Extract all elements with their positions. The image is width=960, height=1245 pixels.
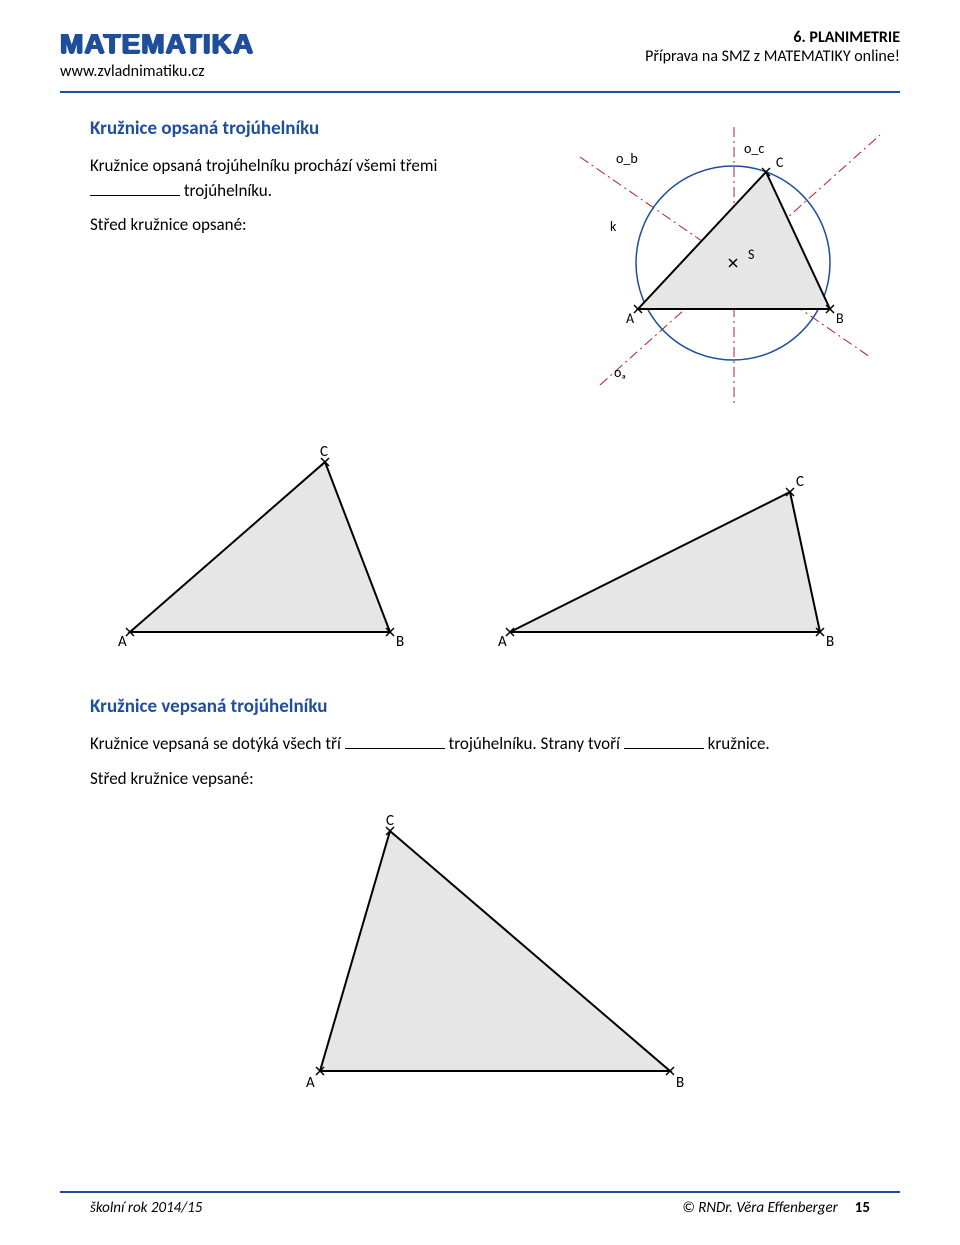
svg-text:C: C (796, 473, 804, 491)
svg-text:oₐ: oₐ (614, 364, 626, 381)
section1-line1a: Kružnice opsaná trojúhelníku prochází vš… (90, 155, 437, 176)
bottom-triangle-svg: A B C (250, 801, 710, 1101)
section2-text: Kružnice vepsaná trojúhelníku Kružnice v… (90, 695, 870, 791)
chapter-label: 6. PLANIMETRIE (645, 28, 900, 47)
section2-line1b: trojúhelníku. Strany tvoří (449, 733, 624, 754)
section2-line1c: kružnice. (708, 733, 770, 754)
svg-text:C: C (386, 812, 394, 830)
svg-text:k: k (610, 218, 617, 235)
page-header: MATEMATIKA www.zvladnimatiku.cz 6. PLANI… (60, 28, 900, 81)
footer-page: 15 (855, 1199, 870, 1217)
page: MATEMATIKA www.zvladnimatiku.cz 6. PLANI… (0, 0, 960, 1245)
two-triangles-svg: A B C A B C (90, 432, 870, 662)
svg-text:A: A (118, 633, 127, 651)
subtitle-label: Příprava na SMZ z MATEMATIKY online! (645, 47, 900, 66)
svg-text:B: B (826, 633, 834, 651)
section2-line1a: Kružnice vepsaná se dotýká všech tří (90, 733, 345, 754)
content: Kružnice opsaná trojúhelníku Kružnice op… (60, 117, 900, 1101)
svg-text:B: B (836, 310, 844, 327)
blank-2 (345, 748, 445, 749)
page-footer: školní rok 2014/15 © RNDr. Věra Effenber… (60, 1191, 900, 1217)
two-triangles-figure: A B C A B C (90, 432, 870, 667)
brand-title: MATEMATIKA (60, 28, 254, 60)
footer-divider (60, 1191, 900, 1193)
blank-1 (90, 195, 180, 196)
svg-text:A: A (498, 633, 507, 651)
section1-line1: Kružnice opsaná trojúhelníku prochází vš… (90, 154, 490, 203)
footer-copyright: © RNDr. Věra Effenberger (682, 1199, 838, 1217)
brand-url: www.zvladnimatiku.cz (60, 62, 254, 81)
svg-text:B: B (676, 1074, 684, 1092)
section1-line1b: trojúhelníku. (184, 180, 272, 201)
header-right: 6. PLANIMETRIE Příprava na SMZ z MATEMAT… (645, 28, 900, 66)
svg-text:o_b: o_b (616, 150, 638, 167)
footer-right: © RNDr. Věra Effenberger 15 (682, 1199, 870, 1217)
svg-text:C: C (776, 154, 784, 171)
svg-text:A: A (626, 310, 635, 327)
footer-left: školní rok 2014/15 (90, 1199, 202, 1217)
header-left: MATEMATIKA www.zvladnimatiku.cz (60, 28, 254, 81)
section1-text: Kružnice opsaná trojúhelníku Kružnice op… (90, 117, 490, 248)
svg-text:A: A (306, 1074, 315, 1092)
section2-line2: Střed kružnice vepsané: (90, 767, 870, 792)
section1-line2: Střed kružnice opsané: (90, 213, 490, 238)
blank-3 (624, 748, 704, 749)
header-divider (60, 91, 900, 93)
circumscribed-svg: A B C Sk oₐ o_b o_c (510, 117, 890, 417)
bottom-triangle-figure: A B C (90, 801, 870, 1101)
circumscribed-figure: A B C Sk oₐ o_b o_c (510, 117, 890, 422)
section1-title: Kružnice opsaná trojúhelníku (90, 117, 490, 140)
svg-text:S: S (748, 246, 754, 263)
svg-text:B: B (396, 633, 404, 651)
svg-text:C: C (320, 443, 328, 461)
svg-text:o_c: o_c (744, 140, 764, 157)
section2-line1: Kružnice vepsaná se dotýká všech tří tro… (90, 732, 870, 757)
section2-title: Kružnice vepsaná trojúhelníku (90, 695, 870, 718)
